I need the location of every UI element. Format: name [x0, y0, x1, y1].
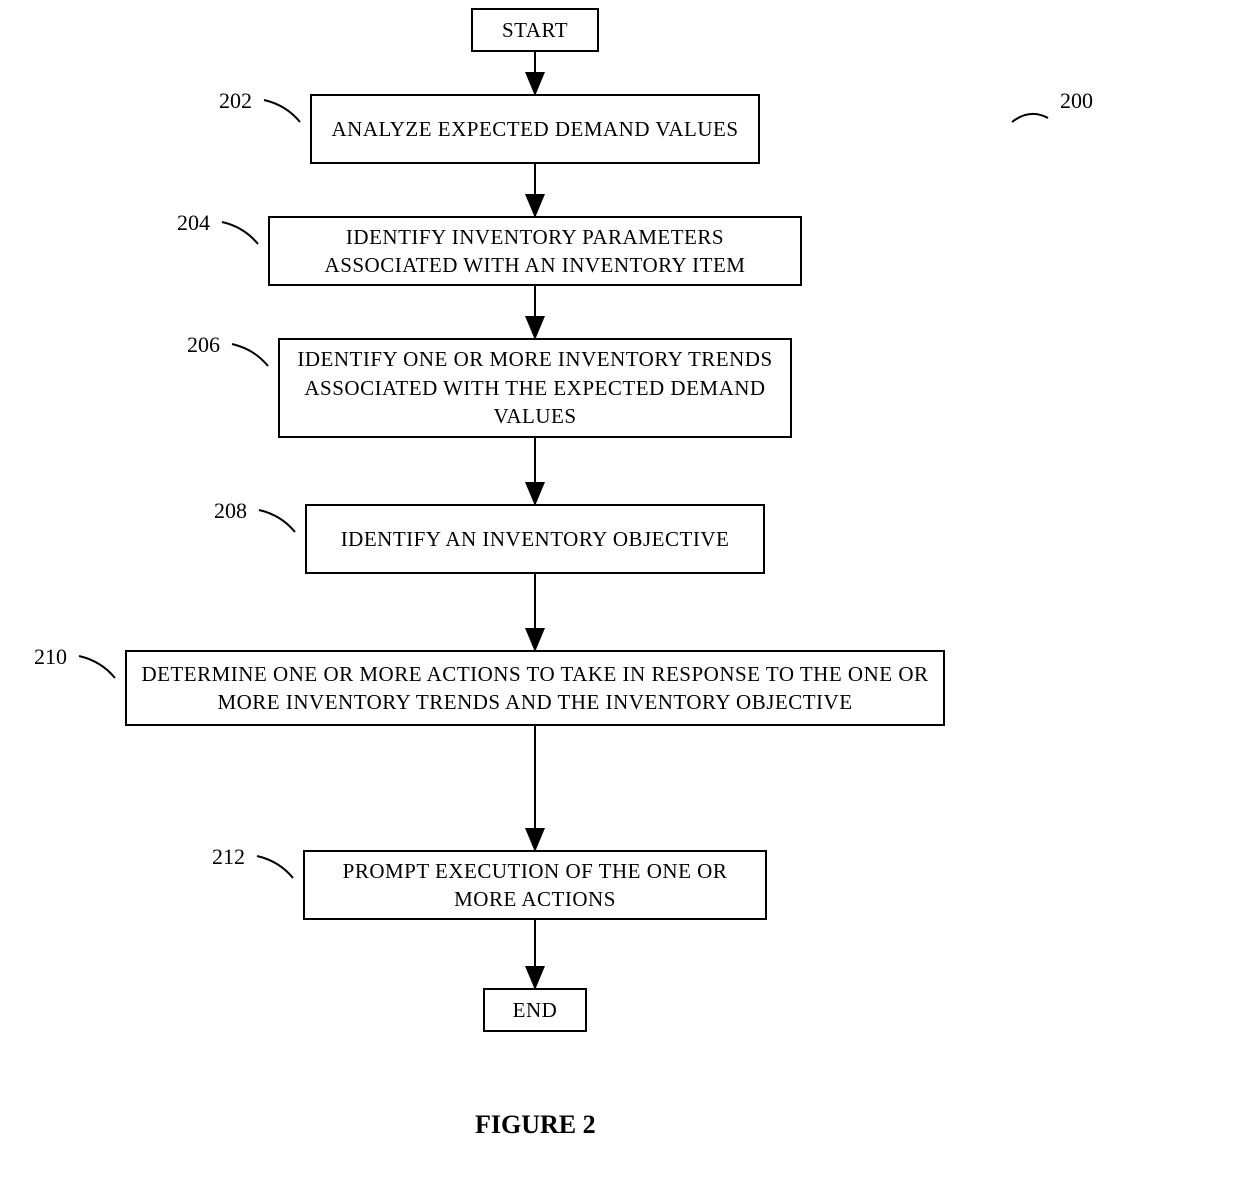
flowchart-box-start: START — [471, 8, 599, 52]
flowchart-box-b204: IDENTIFY INVENTORY PARAMETERS ASSOCIATED… — [268, 216, 802, 286]
ref-label-202: 202 — [219, 88, 252, 114]
ref-swoosh — [264, 100, 300, 122]
ref-swoosh — [222, 222, 258, 244]
ref-swoosh — [232, 344, 268, 366]
ref-label-210: 210 — [34, 644, 67, 670]
flowchart-box-label: IDENTIFY AN INVENTORY OBJECTIVE — [341, 525, 730, 553]
flowchart-box-end: END — [483, 988, 587, 1032]
flowchart-box-label: IDENTIFY ONE OR MORE INVENTORY TRENDS AS… — [290, 345, 780, 430]
flowchart-box-label: START — [502, 16, 568, 44]
ref-swoosh — [257, 856, 293, 878]
flowchart-box-label: ANALYZE EXPECTED DEMAND VALUES — [331, 115, 738, 143]
flowchart-box-label: IDENTIFY INVENTORY PARAMETERS ASSOCIATED… — [280, 223, 790, 280]
flowchart-box-label: PROMPT EXECUTION OF THE ONE OR MORE ACTI… — [315, 857, 755, 914]
flowchart-box-label: DETERMINE ONE OR MORE ACTIONS TO TAKE IN… — [137, 660, 933, 717]
ref-label-212: 212 — [212, 844, 245, 870]
flowchart-canvas: START ANALYZE EXPECTED DEMAND VALUES 202 ID… — [0, 0, 1240, 1177]
figure-ref-swoosh — [1012, 114, 1048, 122]
figure-ref-label: 200 — [1060, 88, 1093, 114]
ref-label-204: 204 — [177, 210, 210, 236]
flowchart-box-label: END — [513, 996, 558, 1024]
flowchart-box-b202: ANALYZE EXPECTED DEMAND VALUES — [310, 94, 760, 164]
flowchart-box-b210: DETERMINE ONE OR MORE ACTIONS TO TAKE IN… — [125, 650, 945, 726]
flowchart-box-b212: PROMPT EXECUTION OF THE ONE OR MORE ACTI… — [303, 850, 767, 920]
figure-caption: FIGURE 2 — [475, 1110, 596, 1140]
ref-label-208: 208 — [214, 498, 247, 524]
flowchart-box-b208: IDENTIFY AN INVENTORY OBJECTIVE — [305, 504, 765, 574]
flowchart-box-b206: IDENTIFY ONE OR MORE INVENTORY TRENDS AS… — [278, 338, 792, 438]
ref-label-206: 206 — [187, 332, 220, 358]
ref-swoosh — [79, 656, 115, 678]
arrows-overlay — [0, 0, 1240, 1177]
ref-swoosh — [259, 510, 295, 532]
